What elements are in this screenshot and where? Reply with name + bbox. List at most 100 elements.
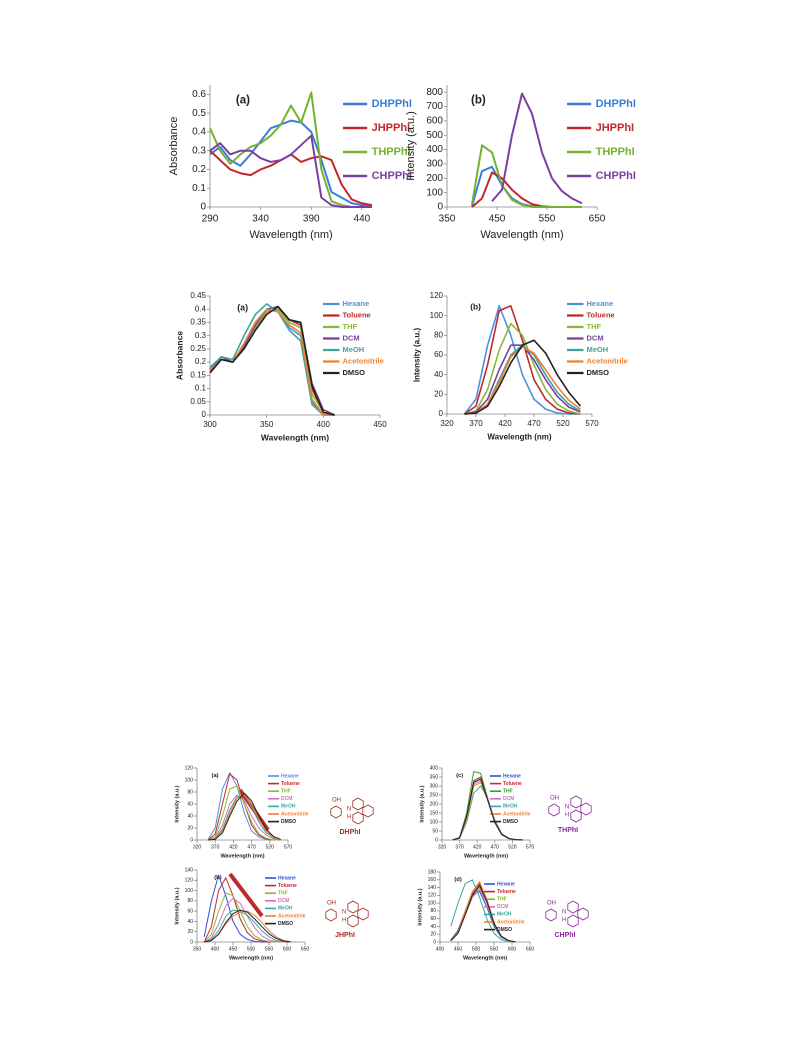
legend-label: DMSO — [587, 368, 610, 377]
series-line — [452, 778, 523, 841]
y-tick-label: 100 — [430, 819, 439, 825]
legend-label: Toluene — [497, 889, 516, 895]
y-tick-label: 80 — [434, 330, 443, 339]
structure-atom: OH — [332, 798, 341, 804]
x-tick-label: 470 — [247, 844, 256, 850]
structure-ring — [357, 907, 369, 921]
legend-label: Hexane — [587, 299, 614, 308]
structure-ring — [325, 908, 337, 922]
x-tick-label: 570 — [585, 419, 599, 428]
y-tick-label: 40 — [187, 813, 193, 819]
y-axis-title: Intensity (a.u.) — [174, 887, 180, 924]
y-tick-label: 0 — [190, 939, 193, 945]
series-line — [209, 305, 335, 416]
y-tick-label: 0 — [435, 837, 438, 843]
legend-label: DMSO — [503, 819, 518, 825]
y-tick-label: 0 — [190, 837, 193, 843]
y-tick-label: 400 — [430, 765, 439, 771]
x-tick-label: 650 — [589, 214, 606, 225]
legend-label: Acetonitrile — [281, 811, 309, 817]
y-tick-label: 200 — [430, 801, 439, 807]
series-line — [204, 909, 291, 943]
legend-label: DMSO — [281, 819, 296, 825]
y-tick-label: 0 — [437, 202, 443, 213]
structure-ring — [567, 900, 579, 914]
series-line — [463, 305, 581, 415]
legend-label: MeOH — [503, 804, 518, 810]
panel-label: (b) — [471, 94, 486, 106]
y-axis-title: Intensity (a.u.) — [174, 785, 180, 822]
x-tick-label: 370 — [455, 844, 464, 850]
y-tick-label: 0.15 — [190, 370, 206, 379]
y-tick-label: 140 — [185, 867, 194, 873]
series-line — [464, 322, 581, 415]
series-line — [209, 303, 335, 416]
x-tick-label: 400 — [317, 420, 331, 429]
y-axis-title: Absorbance — [175, 331, 185, 380]
structure-name: THPhI — [558, 827, 578, 834]
structure-atom: H — [342, 918, 346, 924]
x-tick-label: 450 — [373, 420, 387, 429]
y-tick-label: 60 — [434, 350, 443, 359]
legend-label: Hexane — [503, 773, 521, 779]
structure-atom: OH — [547, 901, 556, 907]
legend-label: JHPPhI — [596, 122, 635, 134]
x-tick-label: 320 — [440, 419, 454, 428]
legend-label: MeOH — [278, 906, 293, 912]
x-tick-label: 440 — [354, 214, 371, 225]
panel-label: (a) — [236, 94, 250, 106]
y-tick-label: 350 — [430, 774, 439, 780]
y-tick-label: 20 — [187, 825, 193, 831]
x-tick-label: 500 — [247, 946, 256, 952]
y-tick-label: 120 — [185, 765, 194, 771]
y-tick-label: 0 — [202, 410, 207, 419]
y-tick-label: 0.35 — [190, 318, 206, 327]
x-tick-label: 420 — [498, 419, 512, 428]
x-tick-label: 600 — [508, 946, 517, 952]
y-tick-label: 180 — [428, 869, 437, 875]
x-axis-title: Wavelength (nm) — [463, 955, 507, 961]
y-tick-label: 0.2 — [192, 164, 206, 175]
legend-label: JHPPhI — [372, 122, 411, 134]
legend-label: DCM — [587, 333, 604, 342]
structure-atom: H — [347, 815, 351, 821]
series-line — [209, 134, 372, 208]
structure-atom: N — [562, 910, 566, 916]
structure-ring — [352, 811, 364, 825]
panel-label: (c) — [456, 773, 463, 779]
legend-label: MeOH — [343, 345, 365, 354]
legend-label: DHPPhI — [372, 98, 412, 110]
y-tick-label: 0.1 — [195, 384, 207, 393]
x-axis-title: Wavelength (nm) — [464, 853, 508, 859]
y-axis-title: Intensity (a.u.) — [419, 785, 425, 822]
legend-label: THPPhI — [372, 146, 411, 158]
structure-ring — [545, 908, 557, 922]
legend-label: Acetonitrile — [503, 811, 531, 817]
legend-label: THPPhI — [596, 146, 635, 158]
y-tick-label: 100 — [430, 311, 444, 320]
y-tick-label: 300 — [430, 783, 439, 789]
y-tick-label: 0.25 — [190, 344, 206, 353]
y-tick-label: 80 — [430, 908, 436, 914]
structure-atom: OH — [327, 901, 336, 907]
y-tick-label: 60 — [430, 916, 436, 922]
x-tick-label: 470 — [491, 844, 500, 850]
y-axis-title: Intensity (a.u.) — [405, 111, 417, 181]
y-tick-label: 160 — [428, 877, 437, 883]
structure-ring — [347, 914, 359, 928]
series-line — [207, 785, 281, 841]
panel-label: (a) — [237, 302, 248, 312]
y-tick-label: 150 — [430, 810, 439, 816]
legend-label: THF — [278, 891, 288, 897]
legend-label: DMSO — [497, 927, 512, 933]
legend-label: Acetonitrile — [497, 919, 525, 925]
y-tick-label: 80 — [187, 898, 193, 904]
structure-ring — [567, 914, 579, 928]
legend-label: Hexane — [343, 299, 370, 308]
series-line — [464, 346, 581, 415]
x-tick-label: 570 — [284, 844, 293, 850]
structure-ring — [548, 803, 560, 817]
y-tick-label: 50 — [432, 828, 438, 834]
legend-label: THF — [587, 322, 602, 331]
